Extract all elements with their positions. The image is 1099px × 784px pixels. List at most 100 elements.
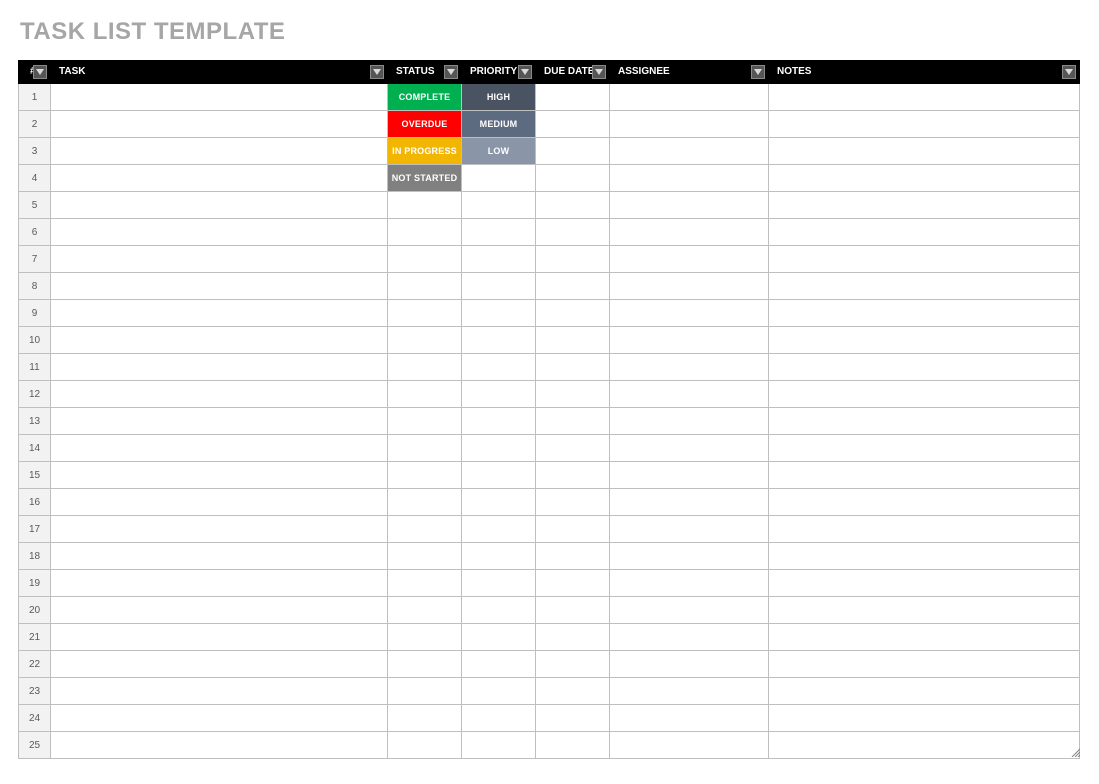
due-date-cell[interactable] [536,624,610,651]
filter-dropdown-priority[interactable] [518,65,532,79]
status-cell[interactable] [388,597,462,624]
assignee-cell[interactable] [610,273,769,300]
notes-cell[interactable] [769,408,1080,435]
assignee-cell[interactable] [610,84,769,111]
status-cell[interactable] [388,408,462,435]
priority-cell[interactable] [462,408,536,435]
priority-cell[interactable] [462,516,536,543]
assignee-cell[interactable] [610,489,769,516]
due-date-cell[interactable] [536,462,610,489]
priority-cell[interactable] [462,192,536,219]
due-date-cell[interactable] [536,111,610,138]
priority-cell[interactable] [462,624,536,651]
notes-cell[interactable] [769,516,1080,543]
status-cell[interactable] [388,435,462,462]
due-date-cell[interactable] [536,570,610,597]
task-cell[interactable] [51,300,388,327]
task-cell[interactable] [51,651,388,678]
status-cell[interactable]: IN PROGRESS [388,138,462,165]
task-cell[interactable] [51,489,388,516]
due-date-cell[interactable] [536,219,610,246]
status-cell[interactable]: NOT STARTED [388,165,462,192]
status-cell[interactable]: OVERDUE [388,111,462,138]
priority-cell[interactable] [462,732,536,759]
notes-cell[interactable] [769,111,1080,138]
priority-cell[interactable] [462,462,536,489]
priority-cell[interactable] [462,219,536,246]
notes-cell[interactable] [769,300,1080,327]
status-cell[interactable]: COMPLETE [388,84,462,111]
assignee-cell[interactable] [610,462,769,489]
priority-cell[interactable] [462,678,536,705]
due-date-cell[interactable] [536,705,610,732]
status-cell[interactable] [388,732,462,759]
notes-cell[interactable] [769,327,1080,354]
notes-cell[interactable] [769,246,1080,273]
status-cell[interactable] [388,705,462,732]
notes-cell[interactable] [769,192,1080,219]
priority-cell[interactable] [462,381,536,408]
status-cell[interactable] [388,246,462,273]
task-cell[interactable] [51,138,388,165]
assignee-cell[interactable] [610,165,769,192]
task-cell[interactable] [51,732,388,759]
status-cell[interactable] [388,219,462,246]
task-cell[interactable] [51,624,388,651]
priority-cell[interactable] [462,165,536,192]
task-cell[interactable] [51,354,388,381]
status-cell[interactable] [388,192,462,219]
assignee-cell[interactable] [610,651,769,678]
task-cell[interactable] [51,111,388,138]
priority-cell[interactable] [462,300,536,327]
task-cell[interactable] [51,678,388,705]
assignee-cell[interactable] [610,381,769,408]
priority-cell[interactable] [462,327,536,354]
notes-cell[interactable] [769,624,1080,651]
notes-cell[interactable] [769,273,1080,300]
notes-cell[interactable] [769,84,1080,111]
status-cell[interactable] [388,381,462,408]
status-cell[interactable] [388,354,462,381]
header-task[interactable]: TASK [51,61,388,84]
status-cell[interactable] [388,678,462,705]
task-cell[interactable] [51,408,388,435]
due-date-cell[interactable] [536,516,610,543]
notes-cell[interactable] [769,597,1080,624]
due-date-cell[interactable] [536,597,610,624]
priority-cell[interactable] [462,651,536,678]
due-date-cell[interactable] [536,408,610,435]
notes-cell[interactable] [769,462,1080,489]
notes-cell[interactable] [769,705,1080,732]
assignee-cell[interactable] [610,327,769,354]
priority-cell[interactable] [462,354,536,381]
task-cell[interactable] [51,516,388,543]
notes-cell[interactable] [769,435,1080,462]
assignee-cell[interactable] [610,408,769,435]
assignee-cell[interactable] [610,138,769,165]
priority-cell[interactable] [462,570,536,597]
assignee-cell[interactable] [610,705,769,732]
priority-cell[interactable]: MEDIUM [462,111,536,138]
status-cell[interactable] [388,543,462,570]
notes-cell[interactable] [769,381,1080,408]
assignee-cell[interactable] [610,624,769,651]
status-cell[interactable] [388,651,462,678]
priority-cell[interactable] [462,273,536,300]
status-cell[interactable] [388,300,462,327]
status-cell[interactable] [388,462,462,489]
notes-cell[interactable] [769,651,1080,678]
filter-dropdown-notes[interactable] [1062,65,1076,79]
notes-cell[interactable] [769,732,1080,759]
due-date-cell[interactable] [536,84,610,111]
status-cell[interactable] [388,570,462,597]
assignee-cell[interactable] [610,354,769,381]
priority-cell[interactable] [462,597,536,624]
header-status[interactable]: STATUS [388,61,462,84]
task-cell[interactable] [51,543,388,570]
priority-cell[interactable]: LOW [462,138,536,165]
task-cell[interactable] [51,84,388,111]
assignee-cell[interactable] [610,435,769,462]
notes-cell[interactable] [769,165,1080,192]
notes-cell[interactable] [769,489,1080,516]
assignee-cell[interactable] [610,678,769,705]
